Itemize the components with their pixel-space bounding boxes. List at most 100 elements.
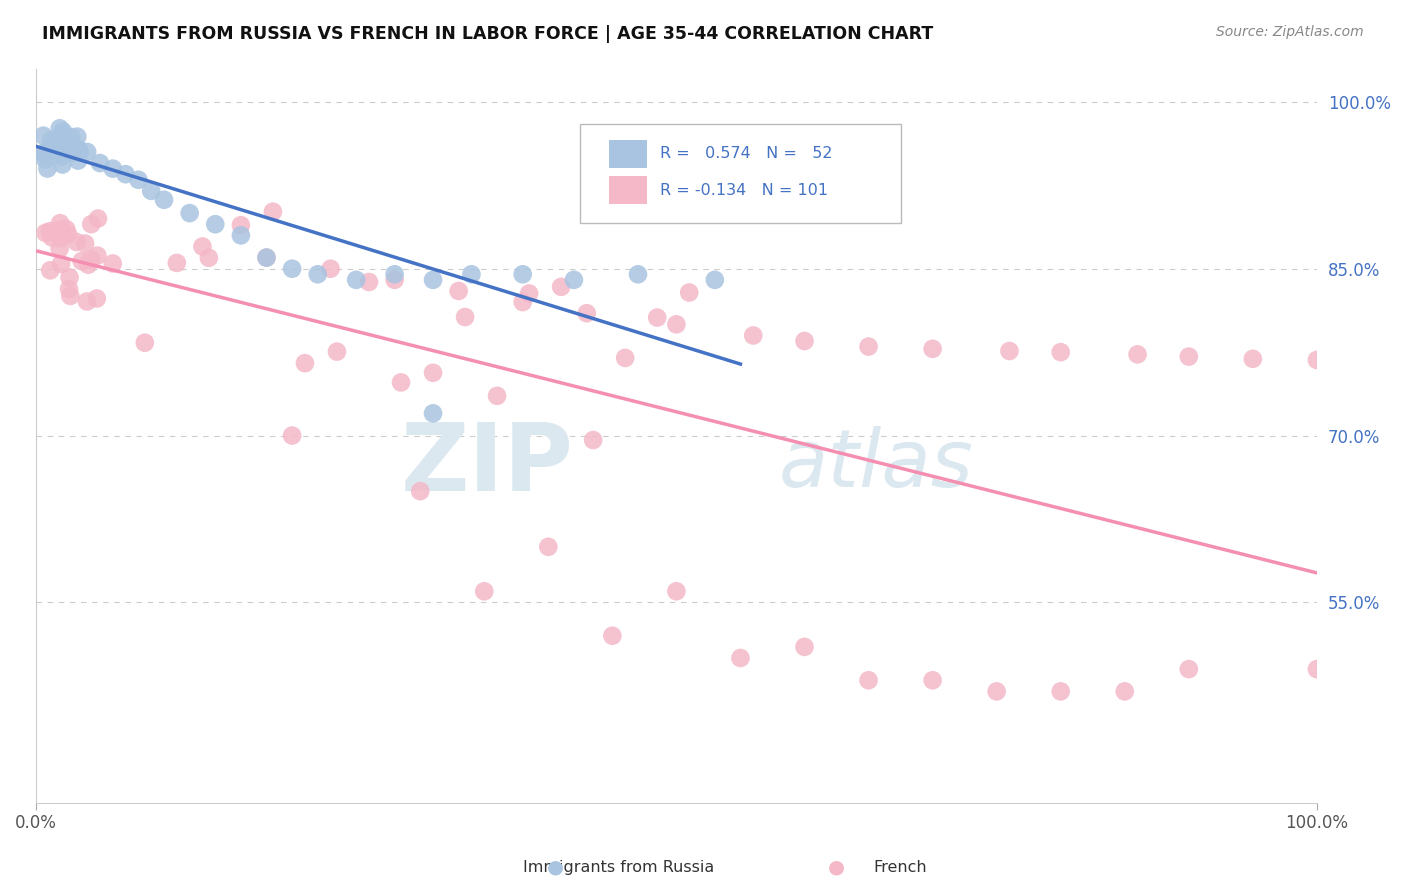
Point (76, 145, 98, 159)
Point (1178, 350, 1201, 364)
Point (66, 143, 89, 157)
Point (45, 224, 67, 238)
Point (793, 640, 815, 654)
Point (389, 376, 412, 390)
Point (46, 132, 69, 146)
Point (319, 261, 342, 276)
Point (69, 145, 91, 160)
Point (229, 228, 252, 243)
Point (422, 366, 444, 380)
Point (101, 161, 124, 176)
Point (51, 149, 73, 163)
Point (77, 258, 100, 272)
Point (1114, 684, 1136, 698)
Point (51, 128, 73, 142)
Point (34, 147, 56, 161)
Point (58, 282, 80, 296)
Point (486, 389, 509, 403)
Point (52, 138, 75, 153)
Point (1126, 347, 1149, 361)
Point (1306, 353, 1329, 368)
Point (59, 140, 82, 154)
Point (60, 130, 83, 145)
Point (730, 651, 752, 665)
Point (422, 406, 444, 420)
Point (67, 143, 90, 157)
FancyBboxPatch shape (581, 124, 901, 223)
Point (166, 256, 188, 270)
Point (66, 129, 89, 144)
Point (409, 484, 432, 499)
Point (80, 217, 103, 231)
Point (75, 236, 97, 251)
Point (512, 267, 534, 281)
Point (127, 173, 149, 187)
Point (87, 211, 110, 226)
Point (70, 254, 93, 268)
FancyBboxPatch shape (609, 140, 647, 168)
Point (34, 145, 56, 160)
Point (678, 285, 700, 300)
Point (793, 334, 815, 348)
Point (34, 226, 56, 240)
Point (49, 216, 72, 230)
Point (41, 136, 63, 150)
Point (665, 318, 688, 332)
Point (344, 273, 367, 287)
Point (921, 342, 943, 356)
Point (191, 239, 214, 253)
Point (76, 294, 98, 309)
Point (256, 251, 278, 265)
Point (60, 140, 83, 154)
Point (41, 230, 63, 244)
Point (58, 270, 80, 285)
Text: Source: ZipAtlas.com: Source: ZipAtlas.com (1216, 25, 1364, 39)
Point (357, 275, 380, 289)
Point (517, 286, 540, 301)
Point (614, 351, 637, 365)
Point (55, 222, 77, 236)
Point (460, 267, 482, 281)
Point (38, 224, 60, 238)
Text: ●: ● (828, 857, 845, 877)
Point (575, 306, 598, 320)
Point (153, 193, 176, 207)
Point (454, 310, 477, 324)
Point (562, 273, 585, 287)
Point (472, 584, 495, 599)
Point (56, 227, 79, 242)
Point (294, 356, 316, 370)
Point (86, 292, 108, 306)
Text: R =   0.574   N =   52: R = 0.574 N = 52 (659, 146, 832, 161)
Point (921, 673, 943, 688)
Point (627, 267, 650, 281)
Point (858, 340, 880, 354)
Point (986, 684, 1008, 698)
Text: Immigrants from Russia: Immigrants from Russia (523, 860, 714, 874)
Text: atlas: atlas (779, 425, 973, 504)
Point (48, 145, 70, 159)
Point (39, 263, 62, 277)
Point (281, 261, 304, 276)
Point (703, 273, 725, 287)
Point (1306, 662, 1329, 676)
Point (198, 251, 221, 265)
Point (34, 153, 56, 167)
FancyBboxPatch shape (609, 177, 647, 204)
Point (51, 157, 73, 171)
Point (229, 218, 252, 232)
Point (422, 273, 444, 287)
Point (101, 256, 124, 270)
Point (58, 141, 80, 155)
Point (550, 280, 572, 294)
Point (51, 223, 73, 237)
Point (49, 257, 72, 271)
Point (1178, 662, 1201, 676)
Point (134, 335, 156, 350)
Point (65, 235, 87, 249)
Point (42, 141, 65, 155)
Point (1049, 684, 1071, 698)
Point (48, 121, 70, 136)
Text: French: French (873, 860, 927, 874)
Point (998, 344, 1021, 359)
